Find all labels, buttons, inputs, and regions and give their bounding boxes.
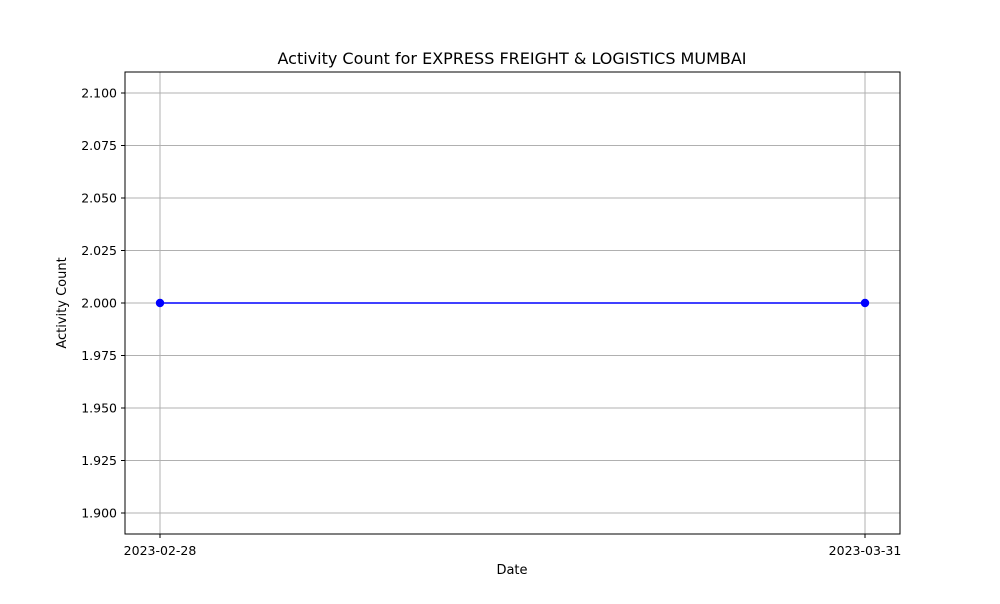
series-layer bbox=[156, 299, 869, 307]
data-point-marker bbox=[861, 299, 869, 307]
y-tick-label: 1.900 bbox=[81, 506, 117, 521]
y-axis-ticks: 1.900 1.925 1.950 1.975 2.000 2.025 2.050 2.075… bbox=[81, 86, 125, 521]
y-tick-label: 1.950 bbox=[81, 401, 117, 416]
y-tick-label: 2.100 bbox=[81, 86, 117, 101]
y-tick-label: 2.000 bbox=[81, 296, 117, 311]
chart-title: Activity Count for EXPRESS FREIGHT & LOG… bbox=[277, 49, 746, 68]
x-tick-label: 2023-03-31 bbox=[829, 543, 902, 558]
y-tick-label: 2.075 bbox=[81, 138, 117, 153]
y-tick-label: 2.025 bbox=[81, 243, 117, 258]
x-tick-label: 2023-02-28 bbox=[124, 543, 197, 558]
x-axis-label: Date bbox=[496, 563, 527, 578]
x-axis-ticks: 2023-02-28 2023-03-31 bbox=[124, 534, 902, 558]
y-tick-label: 1.925 bbox=[81, 453, 117, 468]
y-axis-label: Activity Count bbox=[55, 257, 70, 348]
y-tick-label: 1.975 bbox=[81, 348, 117, 363]
y-tick-label: 2.050 bbox=[81, 191, 117, 206]
data-point-marker bbox=[156, 299, 164, 307]
